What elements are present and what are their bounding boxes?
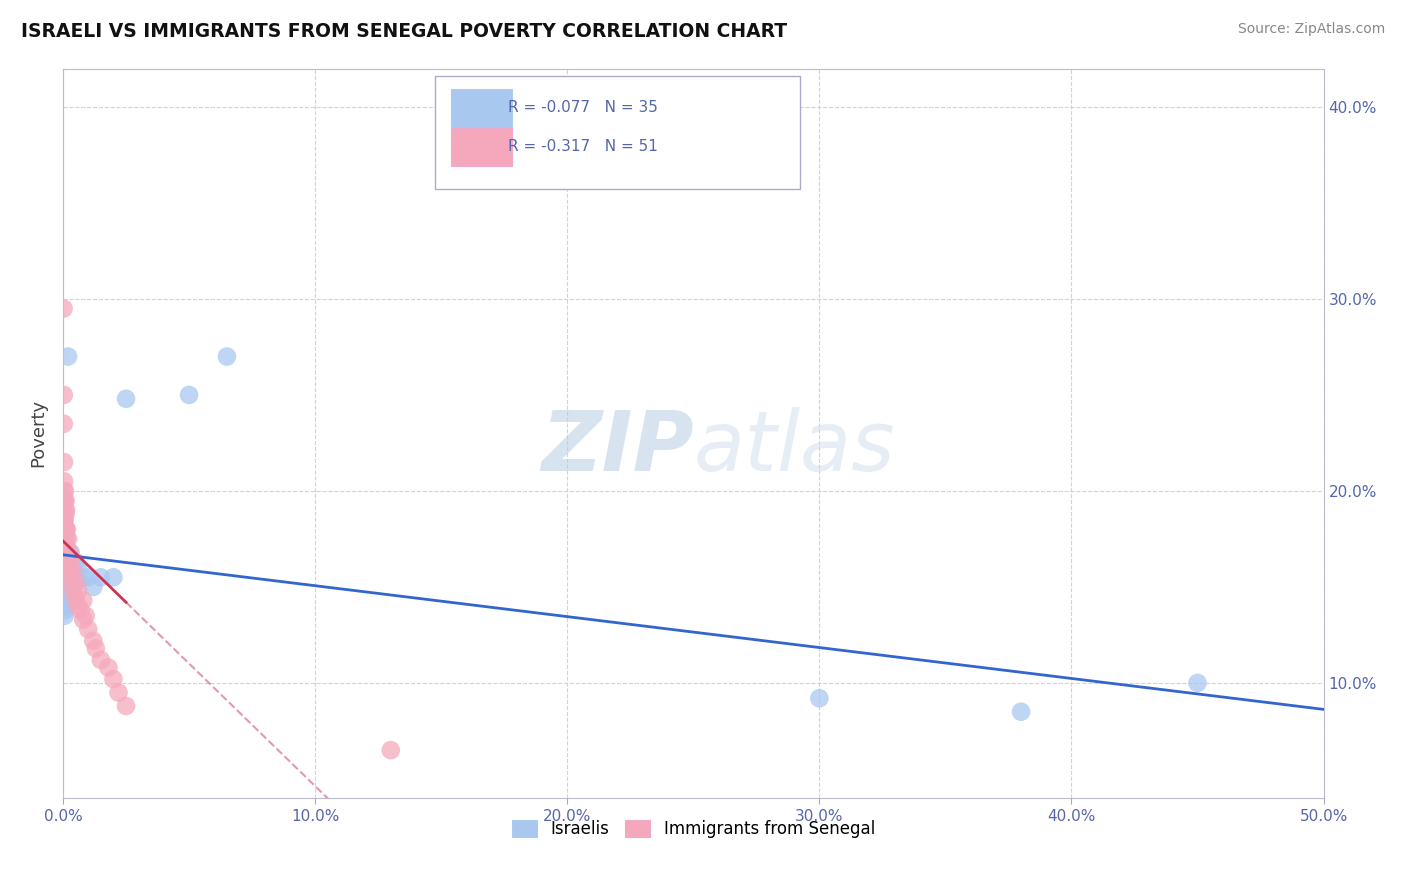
Point (52, 599, 75, 614)
Point (67, 583, 90, 598)
Point (808, 691, 831, 706)
Text: R = -0.077   N = 35: R = -0.077 N = 35 (508, 101, 658, 115)
Point (55, 545, 77, 559)
Point (69, 603, 91, 617)
Point (56, 570, 79, 584)
Point (72, 570, 94, 584)
Point (103, 570, 125, 584)
Point (55, 503, 77, 517)
Point (56, 570, 79, 584)
Point (90, 570, 112, 584)
Point (52, 483, 75, 498)
Text: ISRAELI VS IMMIGRANTS FROM SENEGAL POVERTY CORRELATION CHART: ISRAELI VS IMMIGRANTS FROM SENEGAL POVER… (21, 22, 787, 41)
Y-axis label: Poverty: Poverty (30, 400, 46, 467)
Text: ZIP: ZIP (541, 408, 693, 489)
Point (67, 560, 90, 574)
Point (53, 541, 76, 556)
Point (56, 583, 79, 598)
Point (75, 608, 97, 623)
Point (53, 522, 76, 536)
Point (53, 475, 76, 489)
Point (59, 555, 82, 569)
Point (115, 698, 138, 713)
Text: Source: ZipAtlas.com: Source: ZipAtlas.com (1237, 22, 1385, 37)
Point (58, 545, 80, 559)
Point (62, 565, 84, 579)
Point (53, 493, 76, 508)
Point (52, 301, 75, 316)
Point (380, 743, 402, 757)
Point (52, 503, 75, 517)
Point (84, 641, 107, 656)
Point (53, 603, 76, 617)
Point (67, 599, 90, 614)
Point (55, 551, 77, 566)
Point (55, 560, 77, 574)
Point (53, 493, 76, 508)
Point (53, 513, 76, 527)
Point (177, 388, 200, 402)
Point (53, 583, 76, 598)
Point (53, 513, 76, 527)
Point (1187, 676, 1209, 690)
Point (55, 532, 77, 546)
Point (58, 565, 80, 579)
Text: R = -0.317   N = 51: R = -0.317 N = 51 (508, 139, 658, 154)
Point (77, 570, 100, 584)
Point (59, 545, 82, 559)
Point (56, 541, 79, 556)
Point (62, 570, 84, 584)
Point (59, 557, 82, 571)
Text: atlas: atlas (693, 408, 896, 489)
Point (65, 593, 87, 607)
Point (52, 570, 75, 584)
Point (107, 685, 129, 699)
Point (62, 580, 84, 594)
Point (72, 613, 94, 627)
Point (53, 483, 76, 498)
Point (56, 522, 79, 536)
Point (55, 570, 77, 584)
Point (53, 580, 76, 594)
Legend: Israelis, Immigrants from Senegal: Israelis, Immigrants from Senegal (505, 813, 882, 845)
Point (55, 545, 77, 559)
Point (62, 583, 84, 598)
Point (52, 417, 75, 431)
Point (53, 590, 76, 604)
Point (97, 660, 120, 674)
Point (215, 350, 238, 364)
Point (65, 574, 87, 589)
Point (1010, 705, 1032, 719)
Point (72, 593, 94, 607)
Point (53, 532, 76, 546)
Point (56, 551, 79, 566)
Point (67, 574, 90, 589)
Point (55, 493, 77, 508)
Point (77, 622, 100, 636)
Point (53, 455, 76, 469)
Point (82, 633, 104, 648)
Point (52, 388, 75, 402)
Point (59, 574, 82, 589)
Point (53, 595, 76, 609)
Point (56, 350, 79, 364)
Point (55, 522, 77, 536)
FancyBboxPatch shape (451, 89, 512, 127)
Point (82, 580, 104, 594)
FancyBboxPatch shape (451, 128, 512, 166)
FancyBboxPatch shape (434, 76, 800, 189)
Point (56, 532, 79, 546)
Point (103, 672, 125, 686)
Point (55, 526, 77, 541)
Point (90, 653, 112, 667)
Point (58, 565, 80, 579)
Point (55, 507, 77, 521)
Point (53, 608, 76, 623)
Point (53, 503, 76, 517)
Point (65, 555, 87, 569)
Point (115, 392, 138, 406)
Point (56, 565, 79, 579)
